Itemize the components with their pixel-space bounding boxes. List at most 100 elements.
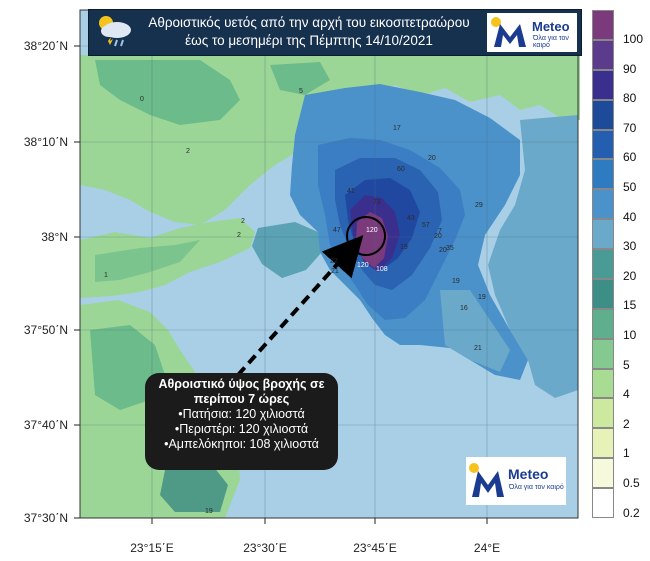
- colorbar-segment: [592, 219, 614, 250]
- contour-label: 35: [446, 245, 454, 252]
- contour-label: 19: [400, 244, 408, 251]
- contour-label: 60: [397, 166, 405, 173]
- land-north-dark-2: [270, 62, 330, 95]
- colorbar-segment: [592, 99, 614, 130]
- contour-label: 20: [434, 233, 442, 240]
- map-title: Αθροιστικός υετός από την αρχή του εικοσ…: [139, 14, 479, 50]
- colorbar-label: 2: [623, 416, 630, 431]
- colorbar-segment: [592, 129, 614, 160]
- contour-label: 7: [438, 228, 442, 235]
- contour-label: 19: [205, 508, 213, 515]
- lon-label-23-30: 23°30΄E: [243, 541, 287, 555]
- colorbar-label: 5: [623, 357, 630, 372]
- land-west-dark: [95, 240, 200, 282]
- contour-label: 2: [237, 232, 241, 239]
- axis-ticks: [74, 45, 488, 524]
- contour-label: 47: [333, 227, 341, 234]
- land-east: [488, 115, 578, 398]
- meteo-logo-icon: [469, 463, 504, 497]
- contour-label: 0: [140, 96, 144, 103]
- contour-label: 2: [241, 218, 245, 225]
- land-island-salamina: [252, 222, 322, 278]
- land-south-west-dark-2: [160, 462, 228, 512]
- colorbar-label: 40: [623, 209, 637, 224]
- colorbar-segment: [592, 458, 614, 489]
- contour-label: 5: [299, 88, 303, 95]
- colorbar-segment: [592, 189, 614, 220]
- contour-label: 16: [460, 305, 468, 312]
- meteo-logo-icon: [491, 17, 526, 47]
- contour-label: 2: [186, 148, 190, 155]
- map-title-line2: έως το μεσημέρι της Πέμπτης 14/10/2021: [185, 33, 433, 48]
- colorbar-label: 100: [623, 32, 644, 46]
- colorbar-label: 20: [623, 268, 637, 283]
- lat-label-38-00: 38°N: [41, 230, 68, 244]
- colorbar-segment: [592, 488, 614, 518]
- land-north-dark: [95, 60, 240, 125]
- brand-tagline-top: Όλα για τον καιρό: [533, 35, 569, 49]
- colorbar-segment: [592, 398, 614, 429]
- colorbar-segment: [592, 69, 614, 100]
- contour-label: 73: [373, 199, 381, 206]
- colorbar-segment: [592, 249, 614, 279]
- colorbar-label: 30: [623, 239, 637, 254]
- callout-line-patisia: •Πατήσια: 120 χιλιοστά: [178, 407, 305, 421]
- contour-label: 120: [366, 227, 378, 234]
- brand-name-bottom: Meteo: [508, 466, 549, 482]
- lon-label-23-45: 23°45΄E: [353, 541, 397, 555]
- contour-label: 41: [347, 188, 355, 195]
- brand-name-top: Meteo: [532, 19, 570, 34]
- contour-label: 43: [407, 215, 415, 222]
- contour-label: 19: [452, 278, 460, 285]
- rainfall-callout: Αθροιστικό ύψος βροχής σε περίπου 7 ώρες…: [145, 373, 338, 470]
- brand-logo-top: Meteo Όλα για τον καιρό: [487, 13, 577, 52]
- colorbar-segment: [592, 278, 614, 309]
- lat-label-38-20: 38°20΄N: [23, 39, 68, 53]
- colorbar: [592, 10, 614, 518]
- contour-label: 17: [393, 125, 401, 132]
- callout-line-peristeri: •Περιστέρι: 120 χιλιοστά: [174, 422, 309, 436]
- brand-tagline-bottom: Όλα για τον καιρό: [509, 484, 564, 491]
- colorbar-segment: [592, 159, 614, 190]
- contour-label: 57: [422, 222, 430, 229]
- contour-label: 22: [330, 258, 338, 265]
- colorbar-segment: [592, 10, 614, 40]
- colorbar-label: 0.5: [623, 476, 640, 490]
- contour-label: 1: [104, 272, 108, 279]
- contour-label: 29: [475, 202, 483, 209]
- contour-label: 120: [357, 262, 369, 269]
- rain-zone-south: [440, 290, 510, 372]
- contour-label: 20: [428, 155, 436, 162]
- colorbar-segment: [592, 428, 614, 459]
- callout-arrow: [236, 235, 364, 377]
- callout-line-ampelokipoi: •Αμπελόκηποι: 108 χιλιοστά: [164, 437, 319, 451]
- lat-label-37-30: 37°30΄N: [23, 511, 68, 525]
- contour-label: 21: [474, 345, 482, 352]
- lon-label-23-15: 23°15΄E: [130, 541, 174, 555]
- map-title-line1: Αθροιστικός υετός από την αρχή του εικοσ…: [148, 15, 470, 30]
- colorbar-segment: [592, 368, 614, 399]
- colorbar-label: 90: [623, 61, 637, 76]
- contour-label: 108: [376, 266, 388, 273]
- rain-cloud-icon: [99, 16, 131, 47]
- colorbar-segment: [592, 39, 614, 70]
- colorbar-label: 10: [623, 328, 637, 342]
- colorbar-label: 70: [623, 120, 637, 135]
- colorbar-segment: [592, 338, 614, 369]
- colorbar-label: 0.2: [623, 505, 640, 520]
- contour-label: 19: [478, 294, 486, 301]
- colorbar-label: 1: [623, 446, 630, 461]
- colorbar-label: 60: [623, 150, 637, 165]
- colorbar-label: 80: [623, 91, 637, 106]
- brand-logo-bottom: Meteo Όλα για τον καιρό: [466, 457, 566, 505]
- contour-label: 21: [331, 268, 339, 275]
- contour-label: 20: [439, 247, 447, 254]
- colorbar-label: 50: [623, 180, 637, 194]
- header-banner: Αθροιστικός υετός από την αρχή του εικοσ…: [88, 9, 582, 56]
- colorbar-segment: [592, 308, 614, 339]
- lat-label-37-40: 37°40΄N: [23, 418, 68, 432]
- lat-label-38-10: 38°10΄N: [23, 135, 68, 149]
- callout-title: Αθροιστικό ύψος βροχής σε περίπου 7 ώρες: [158, 377, 325, 406]
- colorbar-label: 15: [623, 298, 637, 313]
- colorbar-label: 4: [623, 387, 630, 402]
